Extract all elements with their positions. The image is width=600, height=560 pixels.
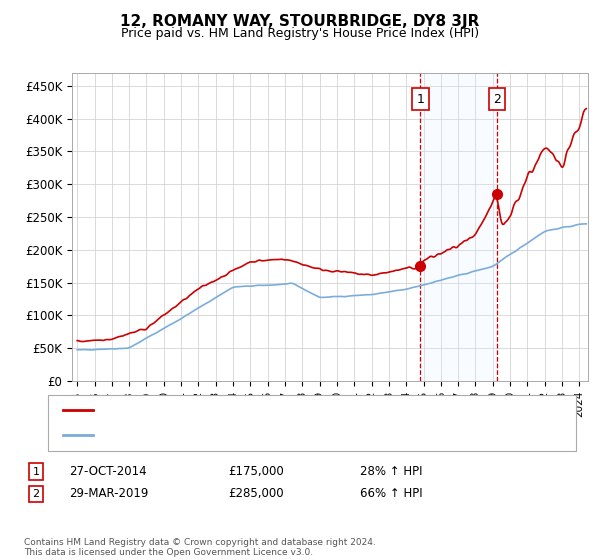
Text: 1: 1 <box>416 92 424 105</box>
Text: 29-MAR-2019: 29-MAR-2019 <box>69 487 148 501</box>
Text: £175,000: £175,000 <box>228 465 284 478</box>
Text: 27-OCT-2014: 27-OCT-2014 <box>69 465 146 478</box>
Text: 66% ↑ HPI: 66% ↑ HPI <box>360 487 422 501</box>
Text: HPI: Average price, semi-detached house, Dudley: HPI: Average price, semi-detached house,… <box>99 430 370 440</box>
Text: 28% ↑ HPI: 28% ↑ HPI <box>360 465 422 478</box>
Text: 1: 1 <box>32 466 40 477</box>
Text: 2: 2 <box>32 489 40 499</box>
Text: Contains HM Land Registry data © Crown copyright and database right 2024.
This d: Contains HM Land Registry data © Crown c… <box>24 538 376 557</box>
Bar <box>421 73 497 381</box>
Text: £285,000: £285,000 <box>228 487 284 501</box>
Text: Price paid vs. HM Land Registry's House Price Index (HPI): Price paid vs. HM Land Registry's House … <box>121 27 479 40</box>
Text: 12, ROMANY WAY, STOURBRIDGE, DY8 3JR: 12, ROMANY WAY, STOURBRIDGE, DY8 3JR <box>121 14 479 29</box>
Text: 12, ROMANY WAY, STOURBRIDGE, DY8 3JR (semi-detached house): 12, ROMANY WAY, STOURBRIDGE, DY8 3JR (se… <box>99 405 460 416</box>
Text: 2: 2 <box>493 92 501 105</box>
